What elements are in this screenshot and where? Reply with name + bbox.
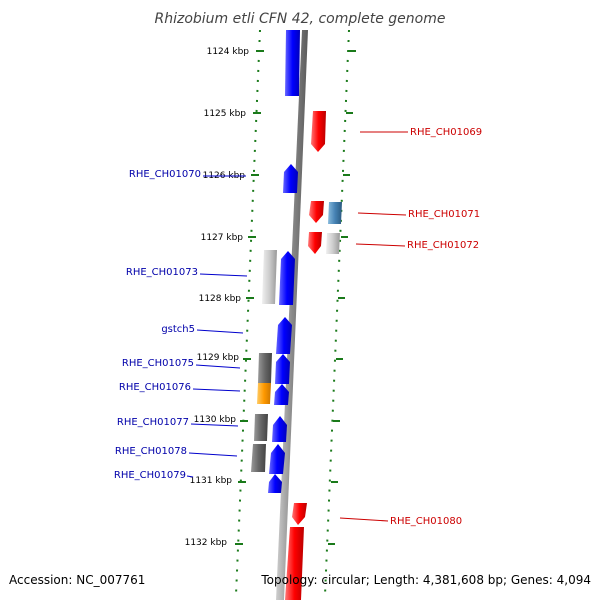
svg-text:RHE_CH01073: RHE_CH01073 bbox=[126, 267, 198, 278]
gene-label-rhe-ch01079[interactable]: RHE_CH01079 bbox=[114, 470, 194, 481]
tick-1130: 1130 kbp bbox=[194, 415, 340, 425]
svg-text:RHE_CH01072: RHE_CH01072 bbox=[407, 240, 479, 251]
outer-guide-left bbox=[235, 29, 261, 596]
gene-label-rhe-ch01069[interactable]: RHE_CH01069 bbox=[360, 127, 482, 138]
svg-text:RHE_CH01080: RHE_CH01080 bbox=[390, 516, 462, 527]
outer-guide-right bbox=[324, 29, 350, 596]
gene-label-rhe-ch01073[interactable]: RHE_CH01073 bbox=[126, 267, 248, 278]
tick-label-1129: 1129 kbp bbox=[197, 353, 240, 363]
gene-label-rhe-ch01075[interactable]: RHE_CH01075 bbox=[122, 358, 241, 369]
gene-arrow-forward-rhe-ch01078[interactable] bbox=[269, 444, 285, 474]
tick-1124: 1124 kbp bbox=[207, 47, 356, 57]
gene-label-gstch5[interactable]: gstch5 bbox=[161, 324, 244, 335]
tick-1127: 1127 kbp bbox=[201, 233, 348, 243]
gene-box-rhe-ch01078[interactable] bbox=[251, 444, 266, 472]
map-title: Rhizobium etli CFN 42, complete genome bbox=[155, 11, 446, 27]
svg-text:gstch5: gstch5 bbox=[161, 324, 195, 335]
gene-arrow-reverse-rhe-ch01071[interactable] bbox=[309, 201, 324, 223]
tick-1125: 1125 kbp bbox=[204, 109, 353, 119]
tick-label-1125: 1125 kbp bbox=[204, 109, 247, 119]
gene-arrow-reverse-rhe-ch01080[interactable] bbox=[292, 503, 307, 525]
gene-arrow-forward-1[interactable] bbox=[285, 30, 300, 96]
gene-arrow-reverse-2[interactable] bbox=[285, 527, 304, 600]
svg-text:RHE_CH01076: RHE_CH01076 bbox=[119, 382, 191, 393]
svg-text:RHE_CH01078: RHE_CH01078 bbox=[115, 446, 187, 457]
gene-label-rhe-ch01076[interactable]: RHE_CH01076 bbox=[119, 382, 241, 393]
gene-arrow-reverse-rhe-ch01069[interactable] bbox=[311, 111, 326, 152]
svg-text:RHE_CH01079: RHE_CH01079 bbox=[114, 470, 186, 481]
tick-label-1127: 1127 kbp bbox=[201, 233, 244, 243]
gene-label-rhe-ch01070[interactable]: RHE_CH01070 bbox=[129, 169, 246, 180]
gene-label-rhe-ch01077[interactable]: RHE_CH01077 bbox=[117, 417, 239, 428]
tick-label-1131: 1131 kbp bbox=[190, 476, 233, 486]
gene-label-rhe-ch01078[interactable]: RHE_CH01078 bbox=[115, 446, 238, 457]
gene-label-rhe-ch01071[interactable]: RHE_CH01071 bbox=[357, 209, 480, 220]
tick-1129: 1129 kbp bbox=[197, 353, 343, 363]
tick-label-1128: 1128 kbp bbox=[199, 294, 242, 304]
tick-label-1124: 1124 kbp bbox=[207, 47, 250, 57]
accession-text: Accession: NC_007761 bbox=[9, 573, 146, 587]
gene-arrow-forward-rhe-ch01073[interactable] bbox=[279, 251, 295, 305]
tick-1131: 1131 kbp bbox=[190, 476, 338, 486]
gene-arrow-forward-rhe-ch01077[interactable] bbox=[272, 416, 287, 442]
gene-arrow-forward-gstch5[interactable] bbox=[276, 317, 292, 354]
gene-box-rhe-ch01071[interactable] bbox=[328, 202, 342, 224]
gene-box-rhe-ch01075[interactable] bbox=[258, 353, 272, 383]
gene-arrow-reverse-rhe-ch01072[interactable] bbox=[308, 232, 322, 254]
gene-box-rhe-ch01072[interactable] bbox=[326, 233, 340, 254]
svg-text:RHE_CH01077: RHE_CH01077 bbox=[117, 417, 189, 428]
gene-box-rhe-ch01076[interactable] bbox=[257, 383, 271, 404]
gene-label-rhe-ch01072[interactable]: RHE_CH01072 bbox=[355, 240, 479, 251]
gene-arrow-forward-rhe-ch01076[interactable] bbox=[274, 384, 289, 405]
svg-text:RHE_CH01071: RHE_CH01071 bbox=[408, 209, 480, 220]
tick-label-1130: 1130 kbp bbox=[194, 415, 237, 425]
gene-box-rhe-ch01077[interactable] bbox=[254, 414, 268, 441]
tick-1132: 1132 kbp bbox=[185, 538, 335, 548]
svg-text:RHE_CH01070: RHE_CH01070 bbox=[129, 169, 201, 180]
svg-text:RHE_CH01075: RHE_CH01075 bbox=[122, 358, 194, 369]
gene-box-rhe-ch01073[interactable] bbox=[262, 250, 277, 304]
gene-arrow-forward-rhe-ch01070[interactable] bbox=[283, 164, 298, 193]
gene-label-rhe-ch01080[interactable]: RHE_CH01080 bbox=[339, 516, 462, 527]
gene-arrow-forward-rhe-ch01075[interactable] bbox=[275, 354, 290, 384]
tick-1128: 1128 kbp bbox=[199, 294, 345, 304]
gene-arrow-forward-rhe-ch01079[interactable] bbox=[268, 474, 282, 493]
tick-label-1132: 1132 kbp bbox=[185, 538, 228, 548]
genome-stats-text: Topology: circular; Length: 4,381,608 bp… bbox=[261, 573, 591, 587]
svg-text:RHE_CH01069: RHE_CH01069 bbox=[410, 127, 482, 138]
